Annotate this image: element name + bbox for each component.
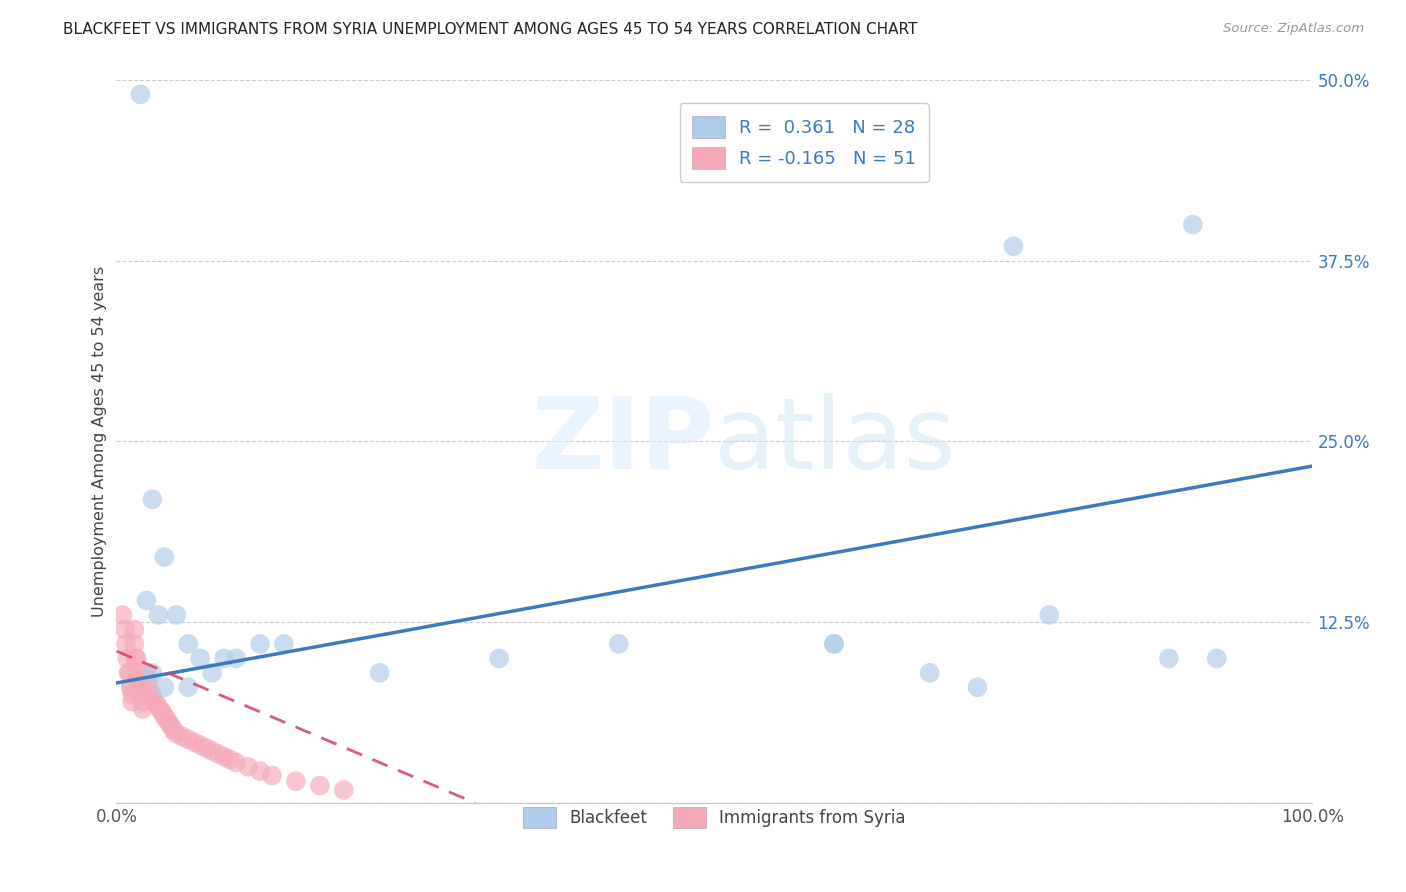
Point [177,680,200,694]
Point [120,680,142,694]
Point [966,680,988,694]
Point [132,695,155,709]
Point [219,753,242,767]
Text: atlas: atlas [714,393,956,490]
Point [165,726,187,740]
Point [156,712,179,726]
Y-axis label: Unemployment Among Ages 45 to 54 years: Unemployment Among Ages 45 to 54 years [93,266,107,617]
Point [124,623,146,637]
Point [1205,651,1227,665]
Point [153,550,176,565]
Point [139,688,162,702]
Point [1002,239,1025,253]
Point [918,665,941,680]
Point [153,680,176,694]
Point [132,702,155,716]
Point [141,665,163,680]
Point [488,651,510,665]
Legend: Blackfeet, Immigrants from Syria: Blackfeet, Immigrants from Syria [516,801,912,834]
Point [249,764,271,779]
Point [1181,218,1204,232]
Point [120,680,142,694]
Point [249,637,271,651]
Point [188,651,211,665]
Point [153,709,176,723]
Point [121,688,143,702]
Point [172,730,194,744]
Point [160,719,183,733]
Point [207,747,229,761]
Text: ZIP: ZIP [531,393,714,490]
Point [129,87,152,102]
Point [148,702,170,716]
Point [212,651,235,665]
Point [135,665,157,680]
Point [146,698,169,712]
Point [332,783,354,797]
Point [177,637,200,651]
Point [183,735,205,749]
Point [236,760,259,774]
Point [201,665,224,680]
Point [143,695,166,709]
Point [273,637,295,651]
Point [1157,651,1180,665]
Point [163,723,186,738]
Point [225,651,247,665]
Point [212,749,235,764]
Point [607,637,630,651]
Point [124,637,146,651]
Point [177,732,200,747]
Point [117,665,139,680]
Point [195,741,218,756]
Point [148,607,170,622]
Point [111,607,134,622]
Point [823,637,845,651]
Point [129,680,152,694]
Point [141,688,163,702]
Point [128,673,150,687]
Point [201,744,224,758]
Point [823,637,845,651]
Point [135,593,157,607]
Point [141,492,163,507]
Text: Source: ZipAtlas.com: Source: ZipAtlas.com [1223,22,1364,36]
Point [368,665,391,680]
Point [1038,607,1060,622]
Point [138,680,160,694]
Text: BLACKFEET VS IMMIGRANTS FROM SYRIA UNEMPLOYMENT AMONG AGES 45 TO 54 YEARS CORREL: BLACKFEET VS IMMIGRANTS FROM SYRIA UNEMP… [63,22,918,37]
Point [117,651,139,665]
Point [165,607,187,622]
Point [131,688,153,702]
Point [115,637,138,651]
Point [284,774,307,789]
Point [127,665,149,680]
Point [118,665,141,680]
Point [121,695,143,709]
Point [260,768,283,782]
Point [225,756,247,770]
Point [157,716,180,731]
Point [188,738,211,752]
Point [136,673,159,687]
Point [124,651,146,665]
Point [125,651,148,665]
Point [114,623,136,637]
Point [308,779,330,793]
Point [150,705,173,719]
